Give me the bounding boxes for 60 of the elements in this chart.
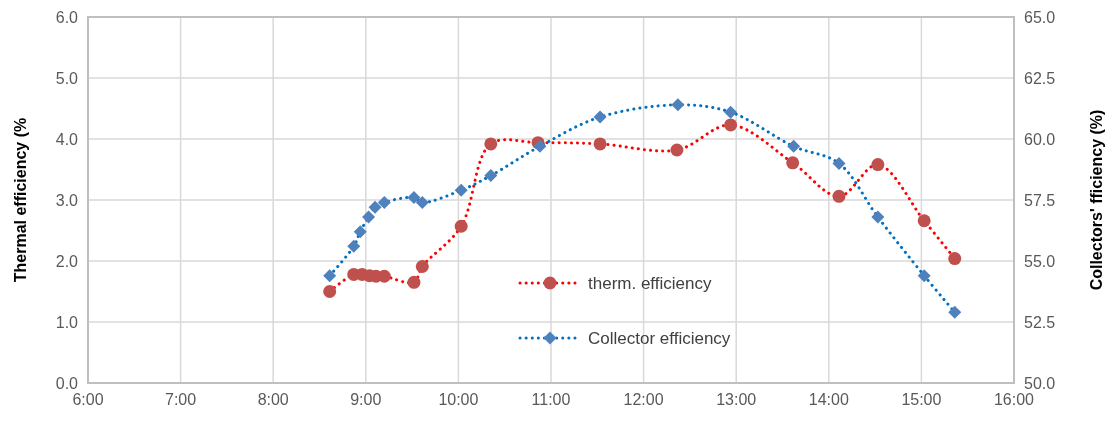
y2-tick-label: 52.5 — [1024, 314, 1056, 331]
point — [787, 139, 801, 153]
y2-tick-label: 65.0 — [1024, 9, 1056, 26]
y-axis-title: Thermal efficiency (% — [12, 117, 29, 283]
point — [832, 189, 846, 203]
point — [948, 305, 962, 319]
point — [484, 169, 498, 183]
point — [454, 183, 468, 197]
y-tick-label: 1.0 — [55, 314, 79, 331]
point — [415, 195, 429, 209]
y-tick-label: 6.0 — [55, 9, 79, 26]
x-tick-label: 6:00 — [72, 391, 104, 408]
x-tick-label: 10:00 — [438, 391, 479, 408]
point — [368, 200, 382, 214]
point — [593, 137, 607, 151]
point — [362, 210, 376, 224]
y-tick-label: 0.0 — [55, 375, 79, 392]
x-tick-label: 16:00 — [993, 391, 1035, 408]
x-tick-label: 12:00 — [623, 391, 664, 408]
point — [786, 156, 800, 170]
point — [323, 285, 337, 298]
point — [347, 239, 361, 253]
y2-tick-label: 50.0 — [1024, 375, 1056, 392]
y-tick-label: 5.0 — [55, 70, 79, 87]
x-tick-label: 14:00 — [808, 391, 849, 408]
legend-label: therm. efficiency — [588, 274, 712, 293]
point — [407, 275, 421, 289]
y-tick-label: 2.0 — [55, 253, 79, 270]
y2-tick-label: 60.0 — [1024, 131, 1056, 148]
point — [454, 219, 468, 233]
point — [871, 210, 885, 224]
x-tick-label: 9:00 — [350, 391, 382, 408]
y-tick-label: 4.0 — [55, 131, 79, 148]
y-tick-label: 3.0 — [55, 192, 79, 209]
x-tick-label: 7:00 — [165, 391, 197, 408]
y2-tick-label: 57.5 — [1024, 192, 1056, 209]
y2-axis-title: Collectors' fficiency (%) — [1088, 109, 1105, 291]
point — [670, 143, 684, 157]
point — [917, 269, 931, 283]
legend-label: Collector efficiency — [588, 329, 731, 348]
point — [832, 156, 846, 170]
point — [323, 269, 337, 283]
point — [917, 214, 931, 228]
y2-tick-label: 55.0 — [1024, 253, 1056, 270]
point — [353, 225, 367, 239]
y2-tick-label: 62.5 — [1024, 70, 1056, 87]
point — [484, 137, 498, 151]
x-tick-label: 15:00 — [901, 391, 942, 408]
point — [724, 105, 738, 119]
x-tick-label: 13:00 — [716, 391, 757, 408]
point — [871, 158, 885, 172]
point — [593, 110, 607, 124]
point — [407, 191, 421, 205]
point — [948, 252, 962, 266]
point — [724, 118, 738, 132]
point — [377, 195, 391, 209]
point — [415, 259, 429, 273]
x-tick-label: 11:00 — [531, 391, 571, 408]
point — [671, 98, 685, 112]
x-tick-label: 8:00 — [257, 391, 289, 408]
